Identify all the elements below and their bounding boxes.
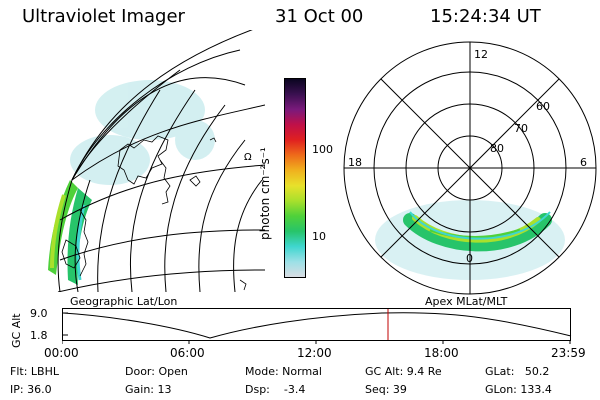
xtick-0600: 06:00 xyxy=(170,346,205,360)
mlat-70-label: 70 xyxy=(514,122,528,135)
altitude-ytick-high: 9.0 xyxy=(30,307,48,320)
mlat-80-label: 80 xyxy=(490,142,504,155)
colorbar-tick-10: 10 xyxy=(312,230,326,243)
altitude-ylabel: GC Alt xyxy=(10,313,23,348)
mlt-6-label: 6 xyxy=(580,156,587,169)
polar-panel-label: Apex MLat/MLT xyxy=(425,295,508,308)
xtick-0000: 00:00 xyxy=(44,346,79,360)
altitude-ytick-low: 1.8 xyxy=(30,329,48,342)
mlt-0-label: 0 xyxy=(466,252,473,265)
dsp-info: Dsp: -3.4 xyxy=(245,383,306,396)
seq-info: Seq: 39 xyxy=(365,383,407,396)
instrument-title: Ultraviolet Imager xyxy=(22,6,185,27)
colorbar-tick-100: 100 xyxy=(312,143,333,156)
polar-plot: 12 18 6 0 60 70 80 xyxy=(343,41,597,295)
time-label: 15:24:34 UT xyxy=(430,6,541,27)
ip-info: IP: 36.0 xyxy=(10,383,52,396)
omega-mark: Ω xyxy=(244,152,252,163)
gain-info: Gain: 13 xyxy=(125,383,172,396)
gc-alt-info: GC Alt: 9.4 Re xyxy=(365,365,442,378)
glat-info: GLat: 50.2 xyxy=(485,365,550,378)
mlat-60-label: 60 xyxy=(536,100,550,113)
door-info: Door: Open xyxy=(125,365,188,378)
mlt-18-label: 18 xyxy=(348,156,362,169)
mode-info: Mode: Normal xyxy=(245,365,322,378)
mlt-12-label: 12 xyxy=(474,48,488,61)
xtick-2359: 23:59 xyxy=(551,346,586,360)
glon-info: GLon: 133.4 xyxy=(485,383,552,396)
geo-panel-label: Geographic Lat/Lon xyxy=(70,295,178,308)
altitude-plot xyxy=(62,308,572,344)
xtick-1200: 12:00 xyxy=(297,346,332,360)
colorbar-unit-label: photon cm⁻²s⁻¹ xyxy=(258,147,272,240)
xtick-1800: 18:00 xyxy=(424,346,459,360)
filter-info: Flt: LBHL xyxy=(10,365,59,378)
date-label: 31 Oct 00 xyxy=(275,6,364,27)
geographic-map: Ω xyxy=(48,30,265,292)
colorbar xyxy=(284,78,306,278)
